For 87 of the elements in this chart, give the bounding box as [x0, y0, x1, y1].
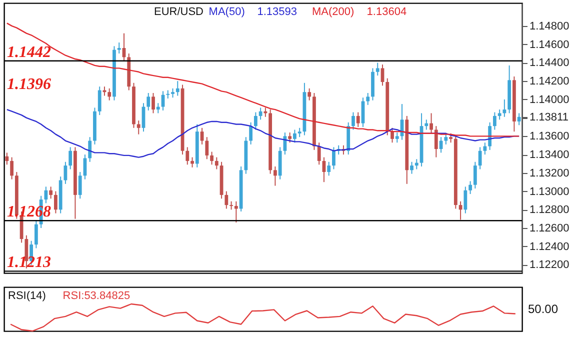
candlestick: [488, 122, 492, 150]
candlestick: [108, 88, 112, 101]
candlestick: [258, 107, 262, 120]
candlestick: [478, 146, 482, 170]
candlestick: [380, 64, 384, 86]
candlestick: [5, 152, 9, 166]
candlestick: [483, 142, 487, 156]
y-tick-label: 1.13400: [530, 149, 570, 162]
y-tick-label: 1.14400: [530, 57, 570, 70]
y-tick-label: 1.12400: [530, 240, 570, 253]
candlestick: [78, 171, 82, 200]
candlestick: [54, 190, 58, 214]
candlestick: [327, 161, 331, 176]
candlestick: [492, 112, 496, 130]
candlestick: [254, 112, 258, 130]
candlestick: [356, 112, 360, 128]
candlestick: [273, 166, 277, 186]
y-tick-label: 1.12200: [530, 259, 570, 272]
candlestick: [44, 186, 48, 204]
candlestick: [68, 146, 72, 170]
candlestick: [430, 112, 433, 134]
y-tick-label: 1.14000: [530, 94, 570, 106]
candlestick: [214, 156, 218, 170]
candlestick: [156, 102, 160, 114]
candlestick: [366, 92, 370, 106]
candlestick: [190, 156, 194, 168]
candlestick: [146, 92, 150, 111]
candlestick: [224, 190, 228, 210]
y-tick-label: 1.12600: [530, 222, 570, 234]
candlestick: [117, 42, 121, 54]
y-tick-label: 1.14600: [530, 38, 570, 51]
candlestick: [332, 146, 336, 170]
candlestick: [502, 98, 506, 118]
candlestick: [171, 88, 174, 98]
candlestick: [234, 200, 238, 223]
candlestick: [49, 186, 53, 200]
text: MA(200): [312, 6, 354, 18]
candlestick: [317, 142, 321, 166]
candlestick: [166, 90, 170, 100]
candlestick: [288, 132, 292, 144]
chart-title: RSI(14): [8, 290, 46, 302]
candlestick: [308, 88, 312, 101]
candlestick: [88, 136, 92, 162]
candlestick: [414, 158, 418, 170]
candlestick: [473, 161, 477, 190]
candlestick: [205, 136, 209, 160]
candlestick: [517, 112, 521, 126]
candlestick: [249, 122, 253, 145]
candlestick: [152, 92, 155, 114]
annotation: 1.13593: [257, 6, 297, 18]
candlestick: [395, 132, 399, 144]
y-tick-label: 1.13000: [530, 186, 570, 198]
annotation: 1.13604: [366, 6, 407, 18]
candlestick: [468, 180, 472, 195]
candlestick: [434, 126, 438, 158]
candlestick: [98, 86, 102, 116]
candlestick: [424, 119, 428, 130]
text: MA(50): [208, 6, 245, 18]
y-tick-label: 1.13200: [530, 167, 570, 180]
chart-title: EUR/USD: [154, 6, 204, 18]
candlestick: [410, 161, 414, 174]
candlestick: [390, 127, 394, 144]
annotation: 1.1396: [7, 76, 51, 93]
ref-line-label: 1.1442: [7, 44, 51, 61]
y-tick-label: 1.12800: [530, 204, 570, 216]
y-tick-label: 1.13811: [530, 111, 568, 124]
candlestick: [449, 132, 452, 144]
candlestick: [176, 80, 180, 96]
candlestick: [298, 127, 302, 138]
candlestick: [293, 129, 296, 144]
candlestick: [102, 86, 106, 96]
candlestick: [352, 112, 355, 130]
candlestick: [498, 109, 502, 120]
candlestick: [464, 186, 468, 214]
text: RSI:53.84825: [62, 290, 130, 302]
text: 50.00: [528, 302, 558, 316]
candlestick: [136, 120, 140, 135]
candlestick: [376, 62, 380, 76]
candlestick: [10, 156, 14, 180]
y-tick-label: 1.13600: [530, 130, 570, 143]
candlestick: [210, 151, 214, 166]
y-tick-label: 1.14200: [530, 76, 570, 88]
candlestick: [283, 132, 287, 156]
candlestick: [186, 146, 190, 166]
y-tick-label: 1.14800: [530, 20, 570, 32]
candlestick: [34, 220, 38, 249]
candlestick: [200, 127, 204, 145]
